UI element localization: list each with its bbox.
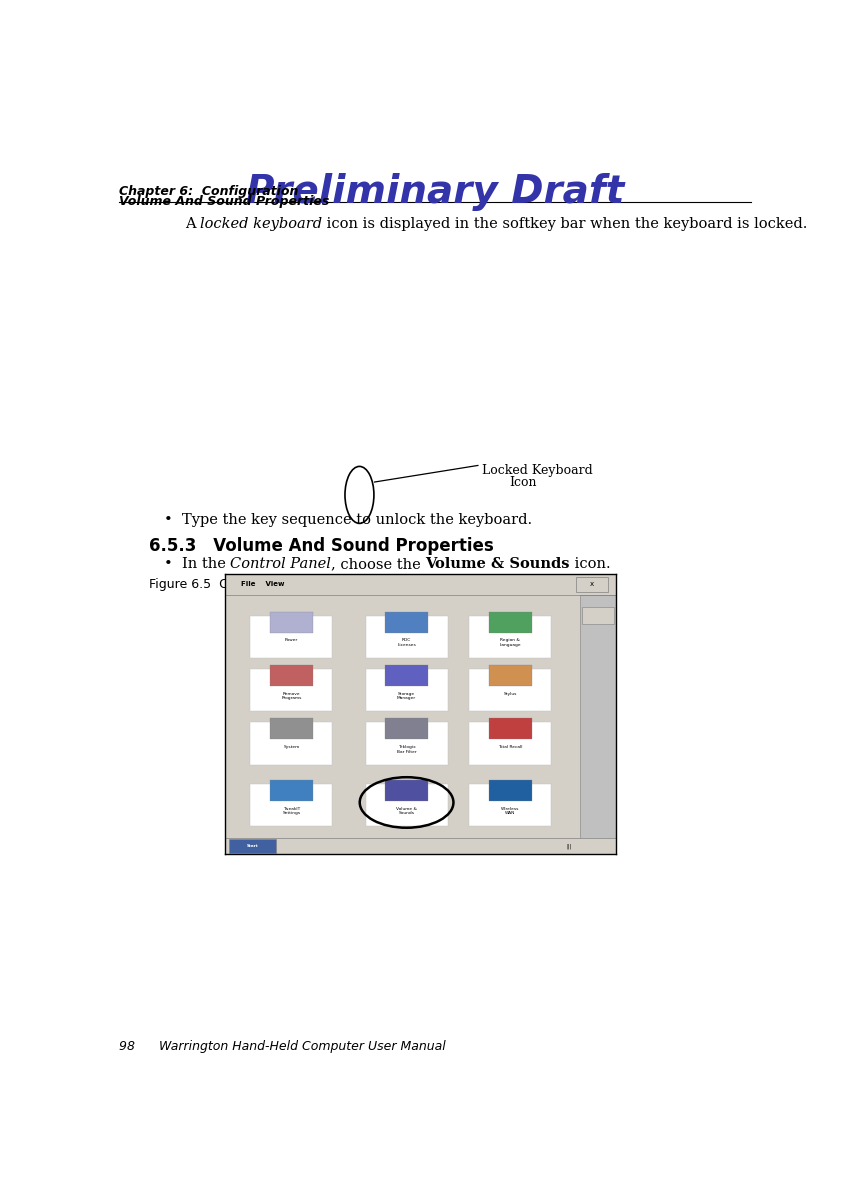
Bar — [489, 612, 531, 632]
Text: locked keyboard: locked keyboard — [200, 217, 323, 231]
Bar — [225, 574, 616, 595]
FancyBboxPatch shape — [366, 723, 447, 765]
FancyBboxPatch shape — [250, 615, 333, 657]
Text: Locked Keyboard: Locked Keyboard — [482, 464, 593, 477]
FancyBboxPatch shape — [469, 615, 551, 657]
FancyBboxPatch shape — [250, 669, 333, 711]
Text: Total Recall: Total Recall — [498, 744, 522, 749]
Text: icon is displayed in the softkey bar when the keyboard is locked.: icon is displayed in the softkey bar whe… — [323, 217, 808, 231]
Text: Chapter 6:  Configuration: Chapter 6: Configuration — [119, 185, 299, 198]
Text: Wireless
WAN: Wireless WAN — [501, 807, 520, 815]
FancyBboxPatch shape — [469, 784, 551, 827]
Bar — [489, 780, 531, 801]
Bar — [229, 839, 276, 853]
Text: Volume And Sound Properties: Volume And Sound Properties — [119, 195, 329, 208]
Text: Stylus: Stylus — [503, 692, 517, 695]
Text: In the: In the — [182, 557, 230, 571]
Bar — [270, 780, 312, 801]
Text: 6.5.3: 6.5.3 — [149, 538, 196, 556]
Bar — [385, 612, 428, 632]
Bar — [489, 718, 531, 740]
Bar — [489, 664, 531, 686]
Bar — [270, 718, 312, 740]
FancyBboxPatch shape — [366, 784, 447, 827]
Bar — [385, 664, 428, 686]
Text: Icon: Icon — [509, 477, 537, 490]
Text: 98      Warrington Hand-Held Computer User Manual: 98 Warrington Hand-Held Computer User Ma… — [119, 1040, 446, 1053]
Bar — [581, 595, 616, 840]
Text: Power: Power — [284, 638, 298, 642]
FancyBboxPatch shape — [250, 784, 333, 827]
Text: TweakIT
Settings: TweakIT Settings — [283, 807, 301, 815]
Text: Start: Start — [246, 844, 258, 848]
FancyBboxPatch shape — [250, 723, 333, 765]
FancyBboxPatch shape — [469, 669, 551, 711]
Text: A: A — [185, 217, 200, 231]
Text: Type the key sequence to unlock the keyboard.: Type the key sequence to unlock the keyb… — [182, 514, 532, 527]
Text: x: x — [590, 581, 594, 587]
Text: icon.: icon. — [570, 557, 610, 571]
Text: File    View: File View — [240, 581, 284, 587]
Bar — [576, 577, 608, 592]
Text: RDC
Licenses: RDC Licenses — [397, 638, 416, 646]
Text: , choose the: , choose the — [331, 557, 425, 571]
Bar — [225, 838, 616, 854]
Text: Region &
Language: Region & Language — [499, 638, 521, 646]
Bar — [270, 612, 312, 632]
FancyBboxPatch shape — [469, 723, 551, 765]
Text: Volume &
Sounds: Volume & Sounds — [396, 807, 417, 815]
Text: Preliminary Draft: Preliminary Draft — [246, 173, 624, 210]
Text: System: System — [284, 744, 300, 749]
Text: •: • — [164, 514, 173, 527]
Text: Storage
Manager: Storage Manager — [397, 692, 416, 700]
Text: Teklogix
Bar Filter: Teklogix Bar Filter — [396, 744, 416, 754]
FancyBboxPatch shape — [366, 615, 447, 657]
Bar — [270, 664, 312, 686]
Text: Remove
Programs: Remove Programs — [281, 692, 301, 700]
FancyBboxPatch shape — [366, 669, 447, 711]
Text: |||: ||| — [566, 844, 571, 848]
Bar — [385, 718, 428, 740]
Bar — [582, 607, 614, 624]
Text: Figure 6.5  Choosing The Volume Icon: Figure 6.5 Choosing The Volume Icon — [149, 577, 385, 590]
Text: Volume & Sounds: Volume & Sounds — [425, 557, 570, 571]
Text: Volume And Sound Properties: Volume And Sound Properties — [196, 538, 494, 556]
Text: Control Panel: Control Panel — [230, 557, 331, 571]
Text: •: • — [164, 557, 173, 571]
Bar — [385, 780, 428, 801]
